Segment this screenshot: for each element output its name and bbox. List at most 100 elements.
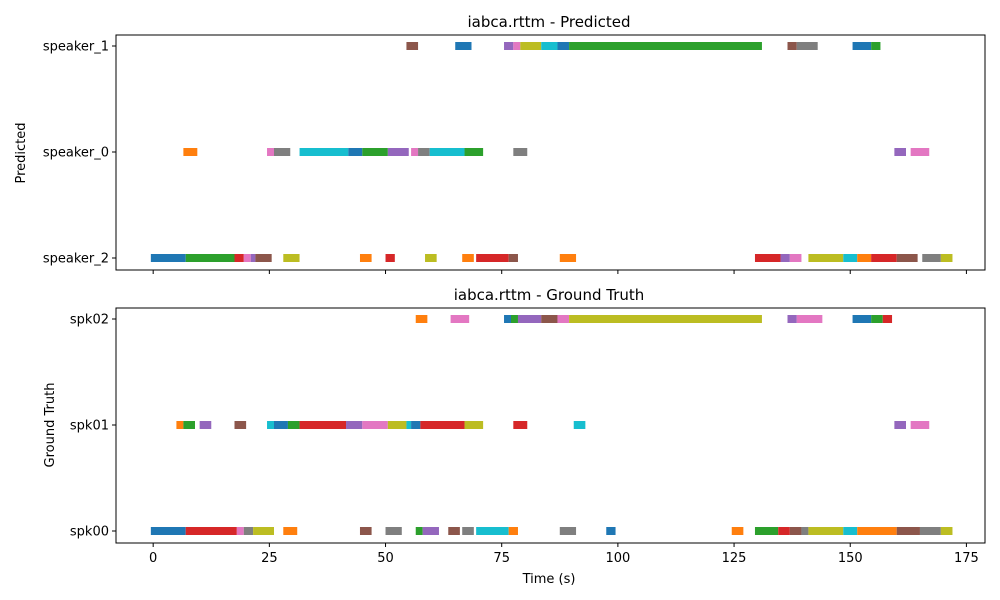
segment-spk00-47 xyxy=(606,527,616,535)
segment-speaker_1-8 xyxy=(787,42,797,50)
segment-spk01-25 xyxy=(411,421,421,429)
segment-spk00-55 xyxy=(857,527,897,535)
x-tick-label: 125 xyxy=(722,551,747,566)
segment-speaker_0-19 xyxy=(411,148,419,156)
segment-spk02-7 xyxy=(569,315,762,323)
segment-speaker_0-20 xyxy=(418,148,430,156)
segment-speaker_1-7 xyxy=(569,42,762,50)
segment-spk00-39 xyxy=(385,527,402,535)
x-tick-label: 75 xyxy=(493,551,510,566)
segment-speaker_2-43 xyxy=(808,254,844,262)
segment-spk01-28 xyxy=(513,421,528,429)
segment-spk01-24 xyxy=(406,421,412,429)
segment-spk00-50 xyxy=(778,527,790,535)
segment-speaker_1-2 xyxy=(504,42,514,50)
segment-spk00-42 xyxy=(448,527,460,535)
segment-speaker_2-30 xyxy=(250,254,256,262)
segment-spk01-22 xyxy=(362,421,388,429)
segment-spk02-2 xyxy=(504,315,511,323)
segment-speaker_1-5 xyxy=(541,42,558,50)
segment-spk01-16 xyxy=(234,421,247,429)
segment-spk00-46 xyxy=(559,527,577,535)
segment-spk00-43 xyxy=(462,527,474,535)
segment-spk00-44 xyxy=(476,527,509,535)
y-tick-label: speaker_2 xyxy=(43,252,109,267)
segment-spk00-53 xyxy=(808,527,844,535)
segment-speaker_0-18 xyxy=(387,148,409,156)
segment-spk02-5 xyxy=(541,315,558,323)
segment-speaker_0-24 xyxy=(894,148,906,156)
segment-speaker_2-42 xyxy=(789,254,802,262)
segment-spk01-14 xyxy=(183,421,195,429)
segment-speaker_0-21 xyxy=(429,148,465,156)
segment-spk01-30 xyxy=(894,421,906,429)
segment-spk00-52 xyxy=(801,527,809,535)
segment-spk01-26 xyxy=(420,421,465,429)
x-tick-label: 50 xyxy=(377,551,394,566)
segment-spk01-21 xyxy=(346,421,363,429)
segment-speaker_2-38 xyxy=(508,254,518,262)
segment-spk01-18 xyxy=(274,421,288,429)
x-tick-label: 150 xyxy=(838,551,863,566)
segment-speaker_2-29 xyxy=(243,254,251,262)
x-tick-label: 175 xyxy=(954,551,979,566)
segment-spk01-13 xyxy=(176,421,184,429)
segment-spk00-33 xyxy=(185,527,237,535)
segment-speaker_1-10 xyxy=(852,42,872,50)
segment-speaker_2-28 xyxy=(234,254,244,262)
segment-speaker_2-49 xyxy=(940,254,953,262)
segment-spk00-45 xyxy=(508,527,518,535)
segment-spk02-12 xyxy=(882,315,893,323)
ground-truth-title: iabca.rttm - Ground Truth xyxy=(454,286,645,304)
segment-speaker_0-22 xyxy=(464,148,484,156)
ground-truth-ylabel: Ground Truth xyxy=(43,383,58,468)
predicted-title: iabca.rttm - Predicted xyxy=(468,13,631,31)
predicted-panel: iabca.rttm - Predicted Predicted speaker… xyxy=(14,13,986,274)
y-tick-label: speaker_1 xyxy=(43,40,109,55)
segment-spk00-48 xyxy=(731,527,744,535)
y-tick-label: spk01 xyxy=(70,419,109,434)
segment-speaker_2-48 xyxy=(922,254,941,262)
segment-spk02-1 xyxy=(450,315,470,323)
segment-spk02-8 xyxy=(787,315,797,323)
y-tick-label: spk00 xyxy=(70,525,109,540)
segment-spk00-34 xyxy=(236,527,244,535)
segment-spk00-51 xyxy=(789,527,802,535)
segment-spk02-9 xyxy=(796,315,823,323)
ground-truth-panel: iabca.rttm - Ground Truth Ground Truth T… xyxy=(43,286,986,587)
segment-speaker_0-15 xyxy=(299,148,349,156)
segment-speaker_2-45 xyxy=(857,254,872,262)
segment-spk00-36 xyxy=(253,527,274,535)
y-tick-label: spk02 xyxy=(70,313,109,328)
segment-spk00-57 xyxy=(919,527,941,535)
predicted-ylabel: Predicted xyxy=(14,122,29,183)
segment-speaker_1-0 xyxy=(406,42,419,50)
segment-spk01-20 xyxy=(299,421,347,429)
segment-spk01-19 xyxy=(287,421,300,429)
segment-spk00-35 xyxy=(243,527,254,535)
segment-speaker_1-9 xyxy=(796,42,818,50)
segment-speaker_2-32 xyxy=(283,254,300,262)
segment-speaker_2-46 xyxy=(871,254,897,262)
segment-spk02-0 xyxy=(415,315,428,323)
segment-spk00-38 xyxy=(359,527,372,535)
segment-spk00-41 xyxy=(422,527,439,535)
segment-spk01-17 xyxy=(267,421,274,429)
segment-speaker_2-33 xyxy=(359,254,372,262)
segment-spk02-4 xyxy=(517,315,542,323)
segment-spk01-15 xyxy=(199,421,212,429)
x-tick-label: 0 xyxy=(149,551,157,566)
segment-speaker_2-27 xyxy=(185,254,235,262)
segment-spk00-54 xyxy=(843,527,858,535)
segment-spk00-32 xyxy=(150,527,186,535)
segment-spk00-49 xyxy=(754,527,779,535)
segment-spk01-27 xyxy=(464,421,484,429)
segment-speaker_2-47 xyxy=(896,254,918,262)
segment-spk02-3 xyxy=(511,315,518,323)
segment-speaker_2-26 xyxy=(150,254,186,262)
segment-speaker_2-34 xyxy=(385,254,395,262)
segment-speaker_0-13 xyxy=(267,148,274,156)
segment-spk02-10 xyxy=(852,315,872,323)
y-tick-label: speaker_0 xyxy=(43,146,109,161)
